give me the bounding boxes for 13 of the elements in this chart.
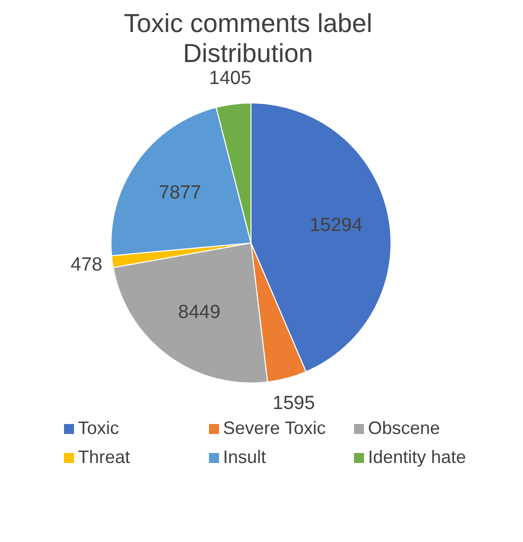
data-label: 8449: [178, 302, 220, 324]
data-label: 1405: [209, 68, 252, 89]
legend-label: Obscene: [368, 418, 440, 439]
legend-label: Insult: [223, 447, 266, 468]
legend-label: Severe Toxic: [223, 418, 326, 439]
data-label: 1595: [272, 392, 315, 414]
legend-label: Threat: [78, 447, 130, 468]
data-label: 478: [70, 254, 102, 276]
chart-title: Toxic comments label Distribution: [122, 8, 374, 68]
legend-label: Identity hate: [368, 447, 466, 468]
data-label: 15294: [310, 215, 363, 236]
legend-label: Toxic: [78, 418, 120, 439]
data-label: 7877: [158, 182, 202, 204]
